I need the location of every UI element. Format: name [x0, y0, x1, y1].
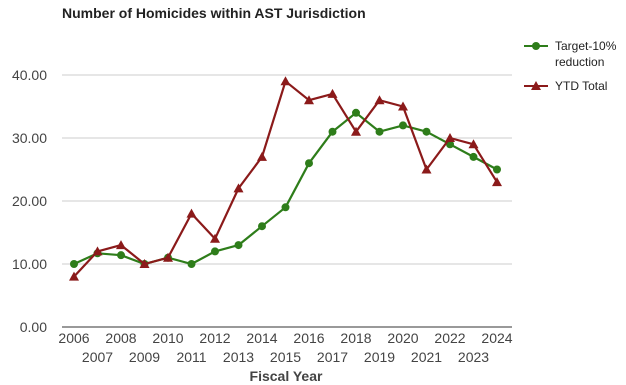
- x-tick-label: 2009: [129, 349, 160, 365]
- legend-label: YTD Total: [555, 79, 607, 93]
- legend: Target-10% reduction YTD Total: [524, 39, 617, 93]
- data-point-ytd-total: [257, 151, 267, 161]
- series-target: [70, 108, 501, 268]
- data-point-ytd-total: [116, 240, 126, 250]
- x-tick-label: 2013: [223, 349, 254, 365]
- chart-title: Number of Homicides within AST Jurisdict…: [62, 5, 366, 21]
- data-point-ytd-total: [351, 126, 361, 136]
- x-tick-label: 2011: [176, 349, 206, 365]
- legend-marker: [531, 81, 541, 90]
- x-tick-label: 2016: [293, 330, 324, 346]
- x-tick-label: 2022: [434, 330, 465, 346]
- x-axis-ticks: 2006 2007 2008 2009 2010 2011 2012 2013 2014 2015…: [58, 330, 512, 365]
- x-tick-label: 2010: [152, 330, 183, 346]
- data-point-target: [258, 222, 266, 231]
- data-point-target: [469, 152, 478, 161]
- data-point-ytd-total: [492, 177, 502, 187]
- data-point-target: [211, 247, 219, 256]
- legend-marker: [532, 42, 540, 50]
- data-point-ytd-total: [398, 101, 408, 111]
- y-tick-label: 40.00: [12, 67, 47, 83]
- data-point-ytd-total: [468, 139, 479, 149]
- legend-item-target: Target-10% reduction: [524, 39, 617, 69]
- data-point-ytd-total: [186, 208, 197, 218]
- data-point-target: [234, 241, 243, 250]
- data-point-ytd-total: [280, 76, 291, 86]
- y-tick-label: 10.00: [12, 256, 47, 272]
- series-ytd-total: [69, 76, 502, 281]
- legend-label: Target-10%: [555, 39, 617, 53]
- data-point-target: [305, 159, 313, 168]
- legend-label: reduction: [555, 55, 604, 69]
- data-point-target: [493, 165, 501, 174]
- series-layer: [69, 76, 502, 281]
- legend-item-ytd-total: YTD Total: [524, 79, 607, 93]
- x-tick-label: 2017: [317, 349, 348, 365]
- series-line-target: [73, 111, 498, 266]
- y-tick-label: 20.00: [12, 193, 47, 209]
- x-tick-label: 2020: [387, 330, 418, 346]
- data-point-ytd-total: [304, 95, 314, 105]
- data-point-ytd-total: [210, 233, 220, 243]
- x-tick-label: 2018: [340, 330, 371, 346]
- x-tick-label: 2024: [481, 330, 512, 346]
- data-point-ytd-total: [69, 271, 79, 281]
- x-tick-label: 2012: [199, 330, 230, 346]
- data-point-ytd-total: [327, 88, 338, 98]
- data-point-target: [422, 127, 431, 136]
- x-tick-label: 2014: [246, 330, 277, 346]
- data-point-target: [187, 260, 196, 268]
- series-line-ytd-total: [73, 80, 498, 278]
- x-tick-label: 2008: [105, 330, 136, 346]
- y-axis-ticks: 0.00 10.00 20.00 30.00 40.00: [12, 67, 47, 335]
- data-point-target: [375, 127, 384, 136]
- data-point-ytd-total: [374, 95, 385, 105]
- x-tick-label: 2015: [270, 349, 301, 365]
- x-tick-label: 2019: [364, 349, 395, 365]
- data-point-target: [328, 127, 337, 136]
- x-tick-label: 2023: [458, 349, 489, 365]
- data-point-ytd-total: [233, 183, 244, 193]
- data-point-ytd-total: [92, 246, 103, 256]
- data-point-target: [117, 251, 125, 260]
- x-tick-label: 2007: [82, 349, 113, 365]
- data-point-target: [281, 203, 290, 212]
- grid: [62, 74, 512, 328]
- data-point-ytd-total: [421, 164, 432, 174]
- x-axis-title: Fiscal Year: [250, 368, 323, 384]
- data-point-target: [399, 121, 407, 130]
- data-point-ytd-total: [445, 133, 455, 142]
- y-tick-label: 0.00: [20, 319, 47, 335]
- data-point-target: [352, 108, 360, 117]
- data-point-target: [70, 260, 78, 268]
- data-point-ytd-total: [139, 259, 150, 268]
- data-point-ytd-total: [163, 252, 173, 262]
- y-tick-label: 30.00: [12, 130, 47, 146]
- x-tick-label: 2006: [58, 330, 89, 346]
- x-tick-label: 2021: [411, 349, 442, 365]
